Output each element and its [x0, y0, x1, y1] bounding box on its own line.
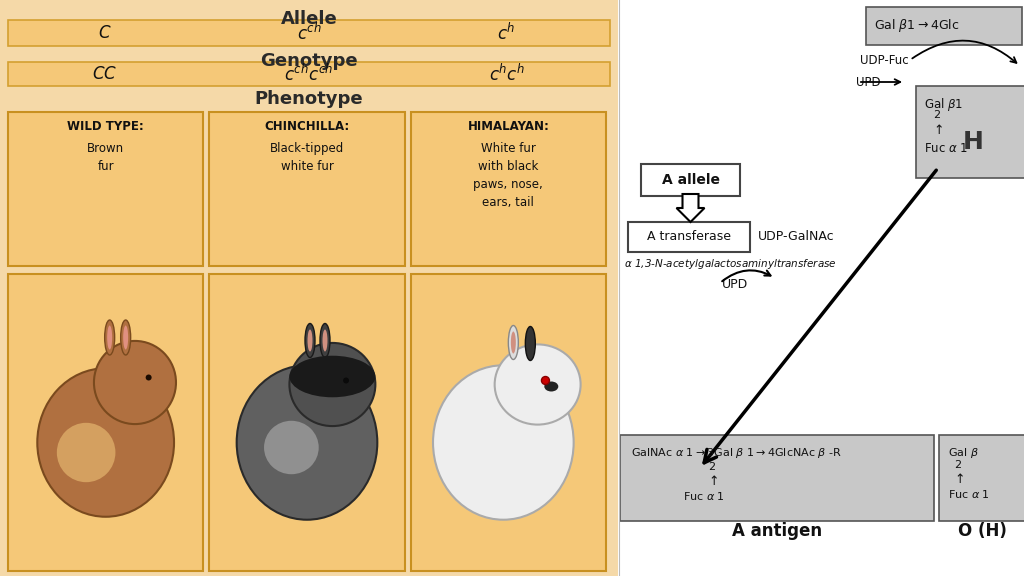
FancyBboxPatch shape [8, 112, 204, 266]
Text: Fuc $\alpha$ 1: Fuc $\alpha$ 1 [924, 142, 969, 155]
FancyBboxPatch shape [939, 435, 1024, 521]
FancyBboxPatch shape [209, 274, 404, 571]
Text: H: H [963, 130, 984, 154]
Text: UPD: UPD [856, 75, 881, 89]
Text: 2: 2 [954, 460, 962, 470]
Text: A antigen: A antigen [732, 522, 822, 540]
Text: O (H): O (H) [957, 522, 1007, 540]
FancyBboxPatch shape [620, 435, 934, 521]
Ellipse shape [508, 325, 518, 359]
FancyBboxPatch shape [866, 7, 1022, 45]
FancyBboxPatch shape [0, 0, 618, 576]
FancyBboxPatch shape [916, 86, 1024, 178]
Ellipse shape [323, 329, 328, 351]
Ellipse shape [305, 324, 315, 358]
Text: Allele: Allele [281, 10, 337, 28]
Text: Fuc $\alpha$ 1: Fuc $\alpha$ 1 [948, 488, 990, 500]
FancyBboxPatch shape [411, 274, 606, 571]
Text: WILD TYPE:: WILD TYPE: [68, 120, 144, 133]
Ellipse shape [264, 421, 318, 474]
Polygon shape [677, 194, 705, 222]
Text: Phenotype: Phenotype [255, 90, 364, 108]
FancyBboxPatch shape [8, 274, 204, 571]
Circle shape [542, 377, 550, 385]
FancyBboxPatch shape [8, 62, 610, 86]
Circle shape [145, 374, 152, 381]
Ellipse shape [525, 327, 536, 361]
Text: Black-tipped
white fur: Black-tipped white fur [270, 142, 344, 173]
Text: White fur
with black
paws, nose,
ears, tail: White fur with black paws, nose, ears, t… [473, 142, 543, 209]
Text: 2: 2 [933, 110, 940, 120]
Text: $c^{ch}$: $c^{ch}$ [297, 22, 322, 44]
Ellipse shape [290, 356, 376, 397]
Text: A allele: A allele [662, 173, 720, 187]
Text: ↑: ↑ [954, 473, 965, 486]
Ellipse shape [433, 365, 573, 520]
FancyBboxPatch shape [628, 222, 750, 252]
Text: $CC$: $CC$ [92, 65, 118, 83]
Ellipse shape [123, 325, 128, 350]
Text: $c^{h}c^{h}$: $c^{h}c^{h}$ [488, 63, 525, 85]
Text: Fuc $\alpha$ 1: Fuc $\alpha$ 1 [683, 490, 725, 502]
Text: HIMALAYAN:: HIMALAYAN: [467, 120, 549, 133]
Ellipse shape [57, 423, 116, 482]
Ellipse shape [495, 344, 581, 425]
Text: UDP-Fuc: UDP-Fuc [860, 54, 908, 66]
Ellipse shape [121, 320, 131, 355]
Text: A transferase: A transferase [647, 230, 731, 244]
Text: Gal $\beta$1$\rightarrow$4Glc: Gal $\beta$1$\rightarrow$4Glc [874, 17, 959, 35]
Text: $c^{h}$: $c^{h}$ [498, 22, 516, 44]
Text: Gal $\beta$1: Gal $\beta$1 [924, 96, 964, 113]
Text: UPD: UPD [722, 279, 749, 291]
Ellipse shape [307, 329, 312, 351]
Ellipse shape [94, 341, 176, 424]
Ellipse shape [290, 343, 376, 426]
Text: ↑: ↑ [708, 475, 719, 488]
Ellipse shape [37, 368, 174, 517]
Text: ↑: ↑ [933, 124, 943, 137]
Text: CHINCHILLA:: CHINCHILLA: [264, 120, 349, 133]
Text: 2: 2 [708, 462, 715, 472]
Ellipse shape [319, 324, 330, 358]
Text: GalNAc $\alpha$ 1$\rightarrow$3Gal $\beta$ 1$\rightarrow$4GlcNAc $\beta$ -R: GalNAc $\alpha$ 1$\rightarrow$3Gal $\bet… [631, 446, 842, 460]
Ellipse shape [545, 381, 558, 392]
Text: $\alpha$ 1,3-N-acetylgalactosaminyltransferase: $\alpha$ 1,3-N-acetylgalactosaminyltrans… [624, 257, 837, 271]
Text: $C$: $C$ [98, 24, 112, 42]
Circle shape [343, 377, 349, 384]
FancyBboxPatch shape [209, 112, 404, 266]
FancyBboxPatch shape [411, 112, 606, 266]
Ellipse shape [511, 332, 516, 354]
Ellipse shape [108, 325, 113, 350]
FancyBboxPatch shape [8, 20, 610, 46]
Ellipse shape [237, 365, 377, 520]
Ellipse shape [104, 320, 115, 355]
Text: UDP-GalNAc: UDP-GalNAc [758, 230, 835, 244]
Text: $c^{ch}c^{ch}$: $c^{ch}c^{ch}$ [285, 63, 334, 85]
FancyBboxPatch shape [641, 164, 740, 196]
Text: Gal $\beta$: Gal $\beta$ [948, 446, 979, 460]
Text: Genotype: Genotype [260, 52, 357, 70]
Text: Brown
fur: Brown fur [87, 142, 124, 173]
